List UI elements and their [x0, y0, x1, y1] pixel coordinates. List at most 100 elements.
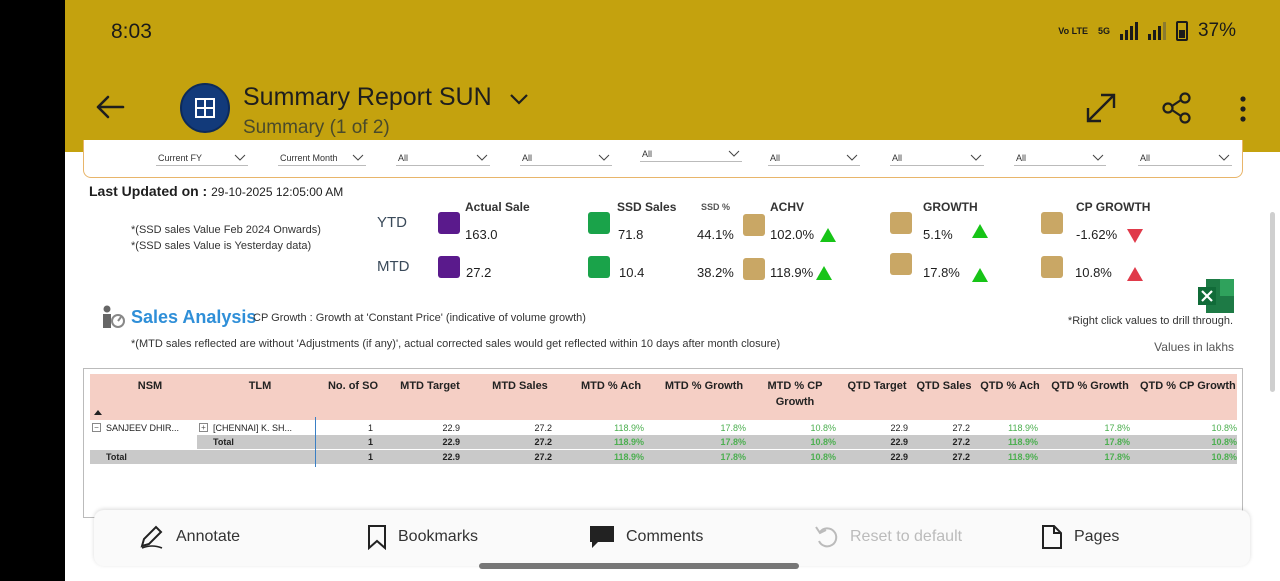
- cell[interactable]: 10.8%: [810, 452, 836, 462]
- slicer-7[interactable]: All: [890, 152, 984, 166]
- ytd-ssd-pct[interactable]: 44.1%: [697, 227, 734, 242]
- comments-label: Comments: [626, 528, 704, 545]
- mtd-label: MTD: [377, 258, 410, 275]
- cell[interactable]: 118.9%: [613, 452, 644, 462]
- expand-icon[interactable]: +: [199, 423, 208, 432]
- col-qtd-growth[interactable]: QTD % Growth: [1051, 380, 1129, 392]
- ytd-label: YTD: [377, 214, 407, 231]
- col-qtd-sales[interactable]: QTD Sales: [916, 380, 972, 392]
- share-icon[interactable]: [1161, 92, 1193, 124]
- table-row[interactable]: − SANJEEV DHIR... + [CHENNAI] K. SH... 1…: [90, 421, 1237, 435]
- mtd-cp-growth[interactable]: 10.8%: [1075, 265, 1112, 280]
- cell[interactable]: 17.8%: [720, 452, 746, 462]
- ytd-actual[interactable]: 163.0: [465, 227, 498, 242]
- cell[interactable]: 27.2: [952, 452, 970, 462]
- col-mtd-cp-growth[interactable]: MTD % CP Growth: [767, 380, 823, 408]
- cell[interactable]: 27.2: [534, 437, 552, 447]
- col-mtd-target[interactable]: MTD Target: [400, 380, 460, 392]
- slicer-6[interactable]: All: [768, 152, 860, 166]
- collapse-icon[interactable]: −: [92, 423, 101, 432]
- ytd-growth[interactable]: 5.1%: [923, 227, 953, 242]
- excel-export-icon[interactable]: [1198, 279, 1234, 313]
- mtd-growth[interactable]: 17.8%: [923, 265, 960, 280]
- cell[interactable]: 27.2: [952, 423, 970, 433]
- col-mtd-ach[interactable]: MTD % Ach: [580, 380, 642, 392]
- cell[interactable]: 118.9%: [1007, 437, 1038, 447]
- cell[interactable]: 118.9%: [613, 437, 644, 447]
- cell[interactable]: 17.8%: [1104, 437, 1130, 447]
- slicer-5[interactable]: All: [640, 148, 742, 162]
- col-qtd-target[interactable]: QTD Target: [847, 380, 907, 392]
- annotate-label: Annotate: [176, 528, 241, 545]
- expand-icon[interactable]: [1083, 90, 1119, 126]
- chevron-down-icon: [728, 150, 740, 157]
- cell[interactable]: 10.8%: [1211, 423, 1237, 433]
- slicer-value: All: [892, 153, 903, 163]
- col-tlm[interactable]: TLM: [248, 380, 272, 392]
- cell[interactable]: 17.8%: [1104, 423, 1130, 433]
- reset-to-default-button[interactable]: Reset to default: [814, 524, 962, 550]
- slicer-fy[interactable]: Current FY: [156, 152, 248, 166]
- chevron-down-icon: [352, 154, 364, 161]
- mtd-ssd[interactable]: 10.4: [619, 265, 645, 280]
- cell[interactable]: 27.2: [534, 423, 552, 433]
- ytd-achv[interactable]: 102.0%: [770, 227, 815, 242]
- annotate-button[interactable]: Annotate: [138, 524, 240, 550]
- cell[interactable]: 1: [367, 452, 373, 462]
- cell[interactable]: 1: [367, 423, 373, 433]
- cell[interactable]: 27.2: [534, 452, 552, 462]
- col-mtd-growth[interactable]: MTD % Growth: [664, 380, 744, 392]
- ytd-ssd[interactable]: 71.8: [618, 227, 644, 242]
- cell[interactable]: 10.8%: [810, 437, 836, 447]
- cell[interactable]: 17.8%: [720, 437, 746, 447]
- home-indicator[interactable]: [479, 563, 799, 569]
- mtd-actual[interactable]: 27.2: [466, 265, 492, 280]
- mtd-achv[interactable]: 118.9%: [770, 265, 814, 280]
- cell[interactable]: 10.8%: [1211, 452, 1237, 462]
- cell[interactable]: 10.8%: [1211, 437, 1237, 447]
- back-arrow-icon[interactable]: [93, 90, 127, 124]
- ytd-cp-growth[interactable]: -1.62%: [1076, 227, 1118, 242]
- more-vert-icon[interactable]: [1233, 94, 1253, 124]
- achv-icon: [743, 214, 765, 236]
- bookmarks-button[interactable]: Bookmarks: [366, 524, 478, 550]
- comments-button[interactable]: Comments: [588, 524, 703, 550]
- table-row[interactable]: Total 1 22.9 27.2 118.9% 17.8% 10.8% 22.…: [90, 435, 1237, 449]
- table-row[interactable]: Total 1 22.9 27.2 118.9% 17.8% 10.8% 22.…: [90, 450, 1237, 464]
- pages-button[interactable]: Pages: [1040, 524, 1119, 550]
- cell[interactable]: 22.9: [442, 452, 460, 462]
- col-qtd-cp-growth[interactable]: QTD % CP Growth: [1140, 380, 1236, 392]
- page-scrollbar[interactable]: [1270, 212, 1275, 392]
- cell[interactable]: 118.9%: [1008, 423, 1038, 433]
- slicer-3[interactable]: All: [396, 152, 490, 166]
- cell[interactable]: 22.9: [890, 437, 908, 447]
- comment-icon: [590, 526, 614, 548]
- cell[interactable]: 1: [367, 437, 373, 447]
- report-title[interactable]: Summary Report SUN: [243, 83, 492, 111]
- col-qtd-ach[interactable]: QTD % Ach: [980, 380, 1040, 392]
- ssd-note-2: *(SSD sales Value is Yesterday data): [131, 240, 312, 252]
- col-mtd-sales[interactable]: MTD Sales: [492, 380, 548, 392]
- cell[interactable]: 10.8%: [810, 423, 836, 433]
- ssd-sales-icon: [588, 212, 610, 234]
- cell[interactable]: 22.9: [442, 437, 460, 447]
- cell[interactable]: 17.8%: [720, 423, 746, 433]
- growth-icon: [890, 253, 912, 275]
- cell[interactable]: 22.9: [890, 423, 908, 433]
- cell[interactable]: 118.9%: [1007, 452, 1038, 462]
- cell[interactable]: 22.9: [890, 452, 908, 462]
- chevron-down-icon[interactable]: [508, 88, 530, 110]
- cell[interactable]: 22.9: [442, 423, 460, 433]
- slicer-month[interactable]: Current Month: [278, 152, 366, 166]
- pages-label: Pages: [1074, 528, 1120, 545]
- cell[interactable]: 27.2: [952, 437, 970, 447]
- sort-up-icon[interactable]: [94, 410, 102, 415]
- mtd-ssd-pct[interactable]: 38.2%: [697, 265, 734, 280]
- slicer-4[interactable]: All: [520, 152, 612, 166]
- col-nsm[interactable]: NSM: [137, 380, 163, 392]
- cell[interactable]: 17.8%: [1104, 452, 1130, 462]
- slicer-9[interactable]: All: [1138, 152, 1232, 166]
- col-no-of-so[interactable]: No. of SO: [327, 380, 379, 392]
- cell[interactable]: 118.9%: [614, 423, 644, 433]
- slicer-8[interactable]: All: [1014, 152, 1106, 166]
